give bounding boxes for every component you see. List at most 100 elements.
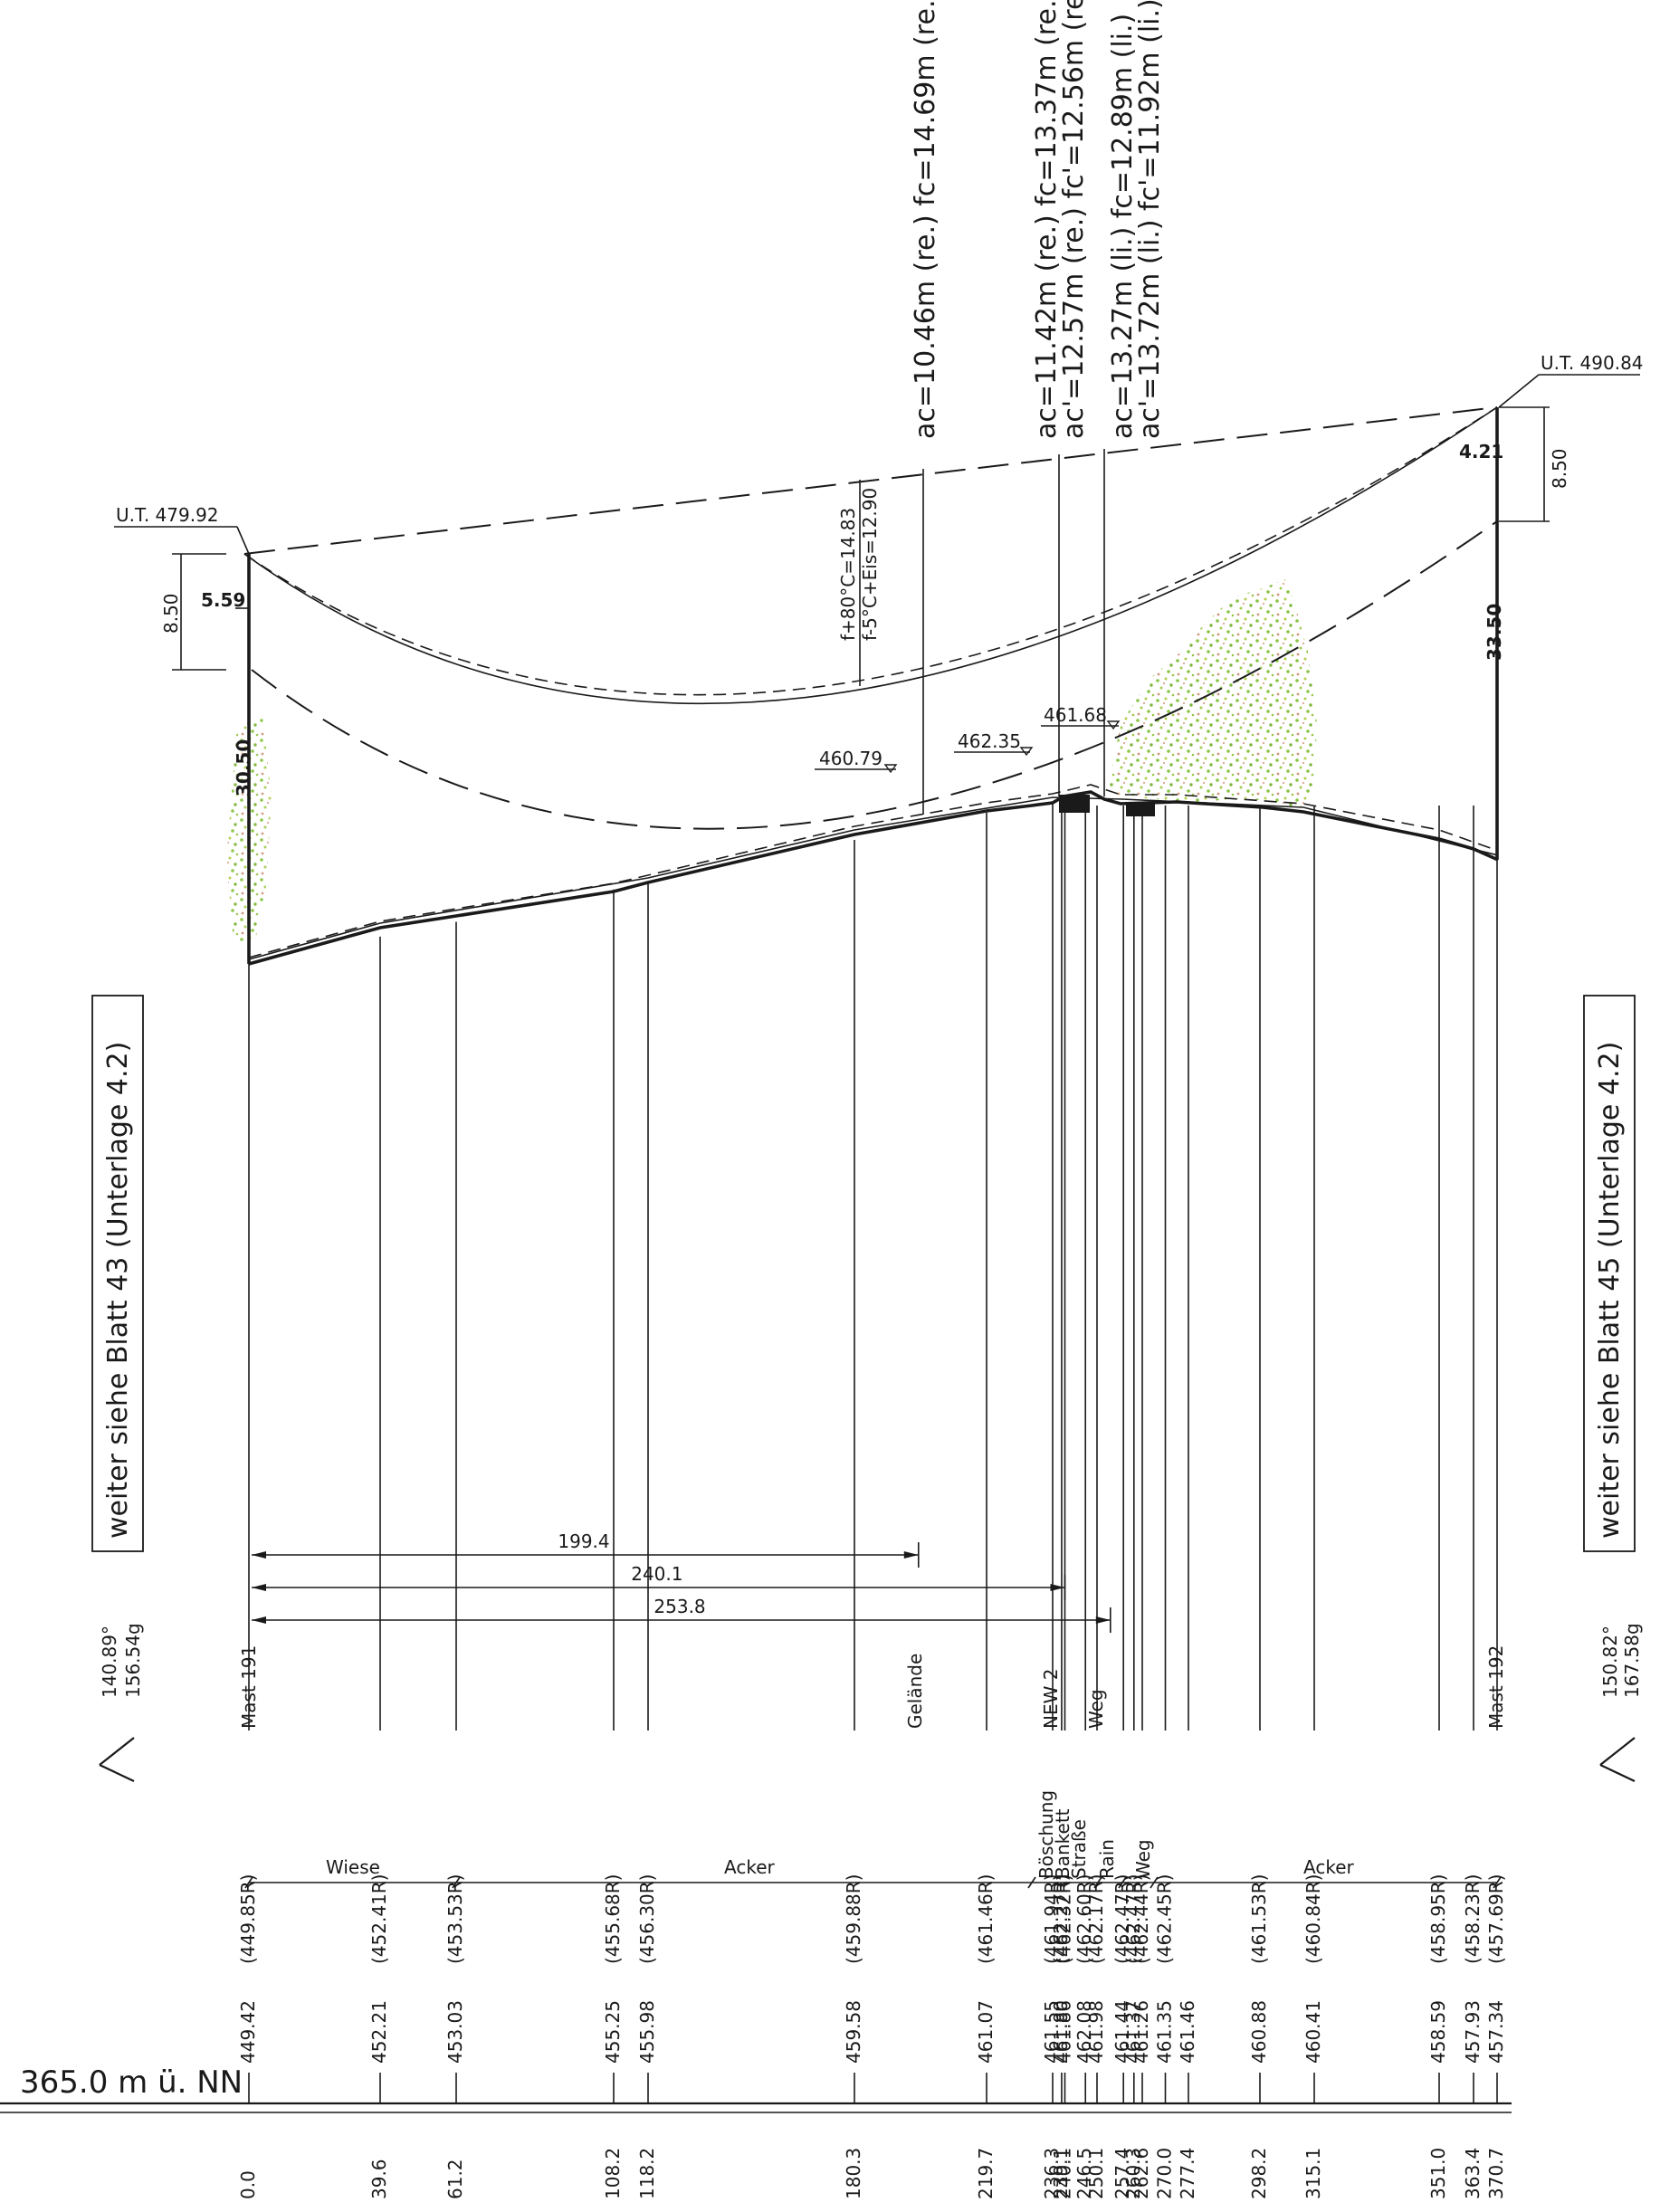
elevation-value: 461.07 [975, 2000, 997, 2064]
elevation-right-value: (455.68R) [602, 1874, 624, 1964]
landuse-label: Böschung [1035, 1790, 1057, 1879]
elevation-value: 453.03 [444, 2000, 466, 2064]
distance-arrow [1095, 1616, 1111, 1624]
elevation-value: 461.26 [1131, 2000, 1152, 2064]
elevation-value: 461.35 [1154, 2000, 1176, 2064]
elevation-value: 462.08 [1073, 2000, 1095, 2064]
conductor-curve-lower [251, 520, 1498, 830]
tower-left-angle: 140.89° [99, 1626, 120, 1698]
spot-height: 462.35 [958, 730, 1021, 752]
spot-triangle [1019, 747, 1034, 757]
distance-value: 199.4 [558, 1530, 609, 1552]
tower-left-ut: U.T. 479.92 [116, 504, 219, 526]
tower-right-angle-gon: 167.58g [1621, 1623, 1643, 1698]
elevation-right-value: (453.53R) [444, 1874, 466, 1964]
elevation-right-value: (461.46R) [975, 1874, 997, 1964]
station-value: 315.1 [1302, 2148, 1324, 2199]
landuse-divider [1027, 1876, 1036, 1889]
tower-left-offset: 5.59 [201, 589, 245, 611]
elevation-right-value: (458.95R) [1427, 1874, 1449, 1964]
landuse-label: Wiese [326, 1856, 380, 1878]
station-value: 108.2 [602, 2148, 624, 2199]
terrain-line-dashed [248, 784, 1499, 958]
path-block [1126, 802, 1155, 816]
tower-right-name: Mast 192 [1485, 1645, 1507, 1729]
station-value: 250.1 [1085, 2148, 1107, 2199]
elevation-value: 457.93 [1462, 2000, 1484, 2064]
elevation-value: 459.58 [843, 2000, 864, 2064]
attachment-box-left [91, 995, 144, 1552]
tower-right-offset: 4.21 [1459, 441, 1503, 462]
elevation-value: 461.37 [1122, 2000, 1144, 2064]
elevation-right-value: (462.47R) [1122, 1874, 1144, 1964]
elevation-right-value: (458.23R) [1462, 1874, 1484, 1964]
elevation-right-value: (462.45R) [1154, 1874, 1176, 1964]
landuse-divider [244, 1876, 253, 1889]
clearance-text: ac'=12.57m (re.) fc'=12.56m (re.) [1058, 0, 1090, 439]
crossing-label: Weg [1085, 1689, 1107, 1729]
angle-right-icon [1599, 1737, 1636, 1782]
elevation-right-value: (462.27R) [1050, 1874, 1072, 1964]
landuse-label: Rain [1096, 1839, 1118, 1879]
elevation-right-value: (457.69R) [1485, 1874, 1507, 1964]
station-value: 363.4 [1462, 2148, 1484, 2199]
conductor-curve-solid [243, 406, 1498, 705]
elevation-right-value: (462.47R) [1111, 1874, 1133, 1964]
clearance-text: ac'=13.72m (li.) fc'=11.92m (li.) [1134, 0, 1166, 439]
elevation-value: 461.80 [1050, 2000, 1072, 2064]
distance-arrow [252, 1584, 266, 1591]
distance-arrow [1050, 1584, 1065, 1591]
landuse-label: Straße [1068, 1819, 1090, 1879]
station-value: 118.2 [636, 2148, 658, 2199]
tower-right-ut: U.T. 490.84 [1541, 352, 1644, 374]
landuse-label: Acker [1303, 1856, 1355, 1878]
landuse-divider [1493, 1876, 1502, 1889]
elevation-right-value: (452.41R) [368, 1874, 390, 1964]
station-value: 277.4 [1177, 2148, 1198, 2199]
station-value: 351.0 [1427, 2148, 1449, 2199]
spot-height: 461.68 [1044, 704, 1107, 726]
station-value: 260.3 [1122, 2148, 1144, 2199]
sag-label: f+80°C=14.83 [837, 508, 859, 641]
elevation-value: 455.98 [636, 2000, 658, 2064]
elevation-value: 461.86 [1053, 2000, 1074, 2064]
tower-right-height: 33.50 [1484, 604, 1505, 661]
elevation-right-value: (462.44R) [1131, 1874, 1152, 1964]
station-value: 236.3 [1041, 2148, 1063, 2199]
station-value: 270.0 [1154, 2148, 1176, 2199]
spot-height: 460.79 [819, 748, 882, 769]
elevation-right-value: (449.85R) [237, 1874, 259, 1964]
terrain-line-thin [248, 796, 1499, 960]
elevation-right-value: (456.30R) [636, 1874, 658, 1964]
station-value: 39.6 [368, 2159, 390, 2199]
distance-value: 240.1 [631, 1563, 682, 1585]
elevation-value: 458.59 [1427, 2000, 1449, 2064]
distance-arrow [252, 1616, 266, 1624]
elevation-value: 457.34 [1485, 2000, 1507, 2064]
angle-left-icon [99, 1737, 135, 1782]
elevation-value: 460.88 [1248, 2000, 1270, 2064]
conductor-upper-chord [243, 406, 1498, 555]
clearance-text: ac=13.27m (li.) fc=12.89m (li.) [1107, 14, 1139, 439]
landuse-label: Weg [1132, 1839, 1154, 1879]
elevation-value: 461.55 [1041, 2000, 1063, 2064]
station-value: 262.6 [1131, 2148, 1152, 2199]
station-value: 246.5 [1073, 2148, 1095, 2199]
elevation-right-value: (462.17R) [1085, 1874, 1107, 1964]
tower-left-height: 30.50 [233, 739, 254, 796]
landuse-divider [1093, 1876, 1102, 1889]
elevation-value: 461.98 [1085, 2000, 1107, 2064]
distance-arrow [903, 1551, 919, 1559]
station-value: 370.7 [1485, 2148, 1507, 2199]
station-value: 257.4 [1111, 2148, 1133, 2199]
station-value: 61.2 [444, 2159, 466, 2199]
elevation-right-value: (459.88R) [843, 1874, 864, 1964]
clearance-text: ac=10.46m (re.) fc=14.69m (re.) [910, 0, 941, 439]
terrain-line [248, 790, 1499, 966]
elevation-right-value: (461.53R) [1248, 1874, 1270, 1964]
distance-arrow [252, 1551, 266, 1559]
station-value: 180.3 [843, 2148, 864, 2199]
elevation-value: 452.21 [368, 2000, 390, 2064]
elevation-right-value: (462.60R) [1073, 1874, 1095, 1964]
tower-left-span-dim: 8.50 [160, 593, 182, 634]
